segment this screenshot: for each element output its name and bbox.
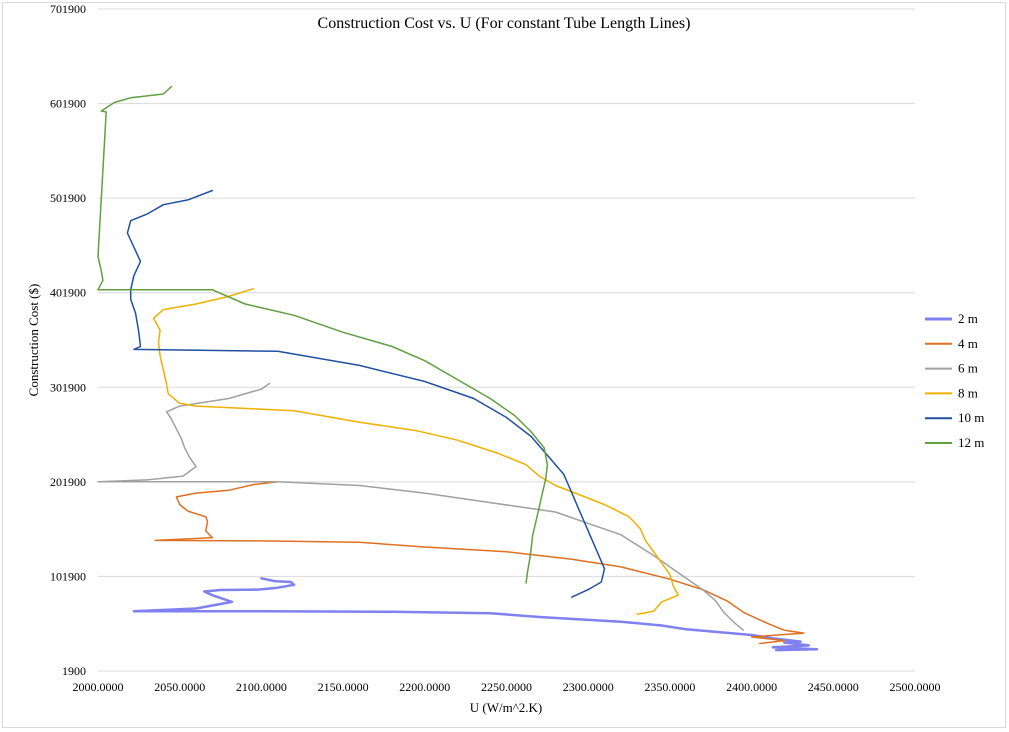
x-tick-label-6: 2300.0000: [563, 680, 614, 694]
x-tick-label-5: 2250.0000: [481, 680, 532, 694]
y-axis-title: Construction Cost ($): [26, 284, 41, 397]
series-line-2m: [132, 577, 819, 652]
series-line-4m: [154, 481, 805, 645]
legend: 2 m 4 m 6 m 8 m 10 m 12 m: [925, 311, 984, 450]
legend-label-4m: 4 m: [958, 336, 978, 351]
x-tick-label-0: 2000.0000: [73, 680, 124, 694]
legend-label-12m: 12 m: [958, 435, 984, 450]
y-tick-label-6: 601900: [50, 97, 86, 111]
legend-label-8m: 8 m: [958, 385, 978, 400]
x-tick-label-10: 2500.0000: [890, 680, 941, 694]
y-tick-label-2: 201900: [50, 475, 86, 489]
y-tick-label-3: 301900: [50, 380, 86, 394]
x-tick-label-2: 2100.0000: [236, 680, 287, 694]
y-tick-label-0: 1900: [62, 664, 86, 678]
y-tick-label-1: 101900: [50, 569, 86, 583]
y-tick-label-4: 401900: [50, 286, 86, 300]
legend-label-6m: 6 m: [958, 361, 978, 376]
x-tick-label-7: 2350.0000: [644, 680, 695, 694]
y-tick-label-7: 701900: [50, 2, 86, 16]
x-axis-title: U (W/m^2.K): [470, 700, 543, 715]
x-tick-label-1: 2050.0000: [154, 680, 205, 694]
tick-labels: 1900 101900 201900 301900 401900 501900 601900…: [50, 2, 941, 694]
x-tick-label-9: 2450.0000: [808, 680, 859, 694]
legend-label-10m: 10 m: [958, 410, 984, 425]
x-tick-label-4: 2200.0000: [399, 680, 450, 694]
series-line-12m: [97, 85, 549, 584]
gridlines: [98, 8, 915, 672]
x-tick-label-3: 2150.0000: [318, 680, 369, 694]
series-layer: [97, 85, 819, 652]
x-tick-label-8: 2400.0000: [726, 680, 777, 694]
legend-label-2m: 2 m: [958, 311, 978, 326]
y-tick-label-5: 501900: [50, 191, 86, 205]
series-line-10m: [126, 189, 606, 598]
chart-title: Construction Cost vs. U (For constant Tu…: [318, 15, 691, 32]
series-line-6m: [97, 382, 745, 631]
series-line-8m: [152, 288, 679, 615]
